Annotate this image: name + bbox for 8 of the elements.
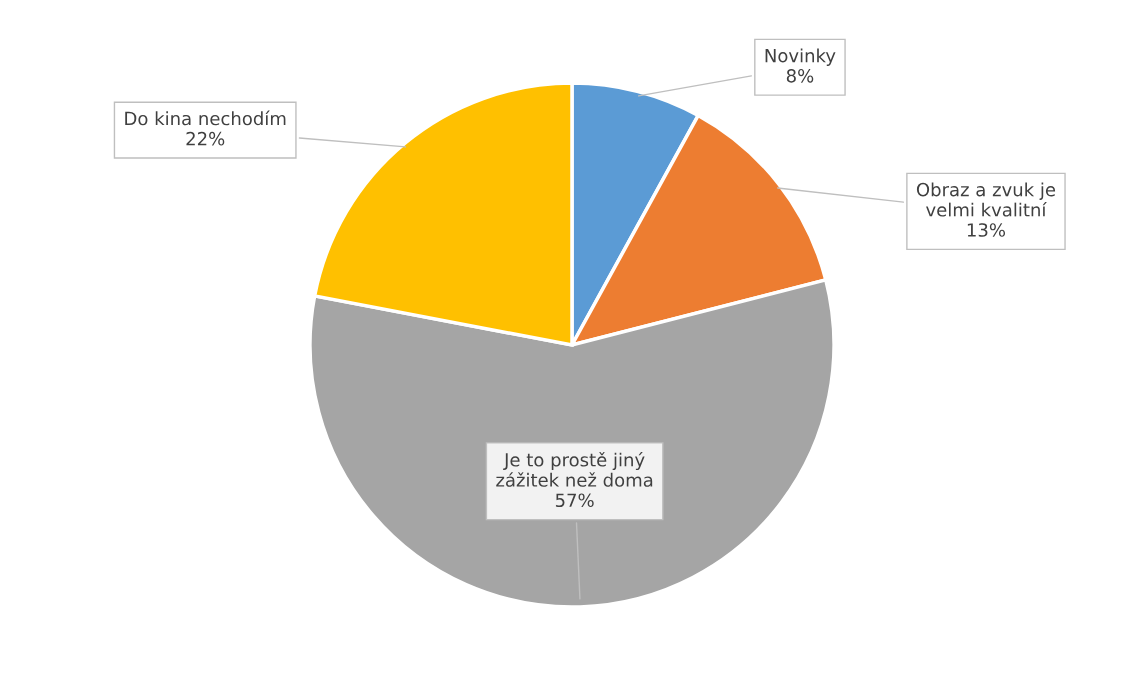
data-label: 8%	[786, 68, 814, 83]
slice-label: Je to prostě jiný zážitek než doma	[496, 451, 653, 487]
slice-label: Do kina nechodím	[125, 110, 286, 126]
slice-label: Obraz a zvuk je velmi kvalitní	[916, 182, 1056, 217]
data-label: 57%	[555, 493, 594, 508]
data-label: 22%	[186, 131, 225, 146]
slice-label: Novinky	[765, 48, 836, 66]
data-label: 13%	[967, 223, 1006, 237]
